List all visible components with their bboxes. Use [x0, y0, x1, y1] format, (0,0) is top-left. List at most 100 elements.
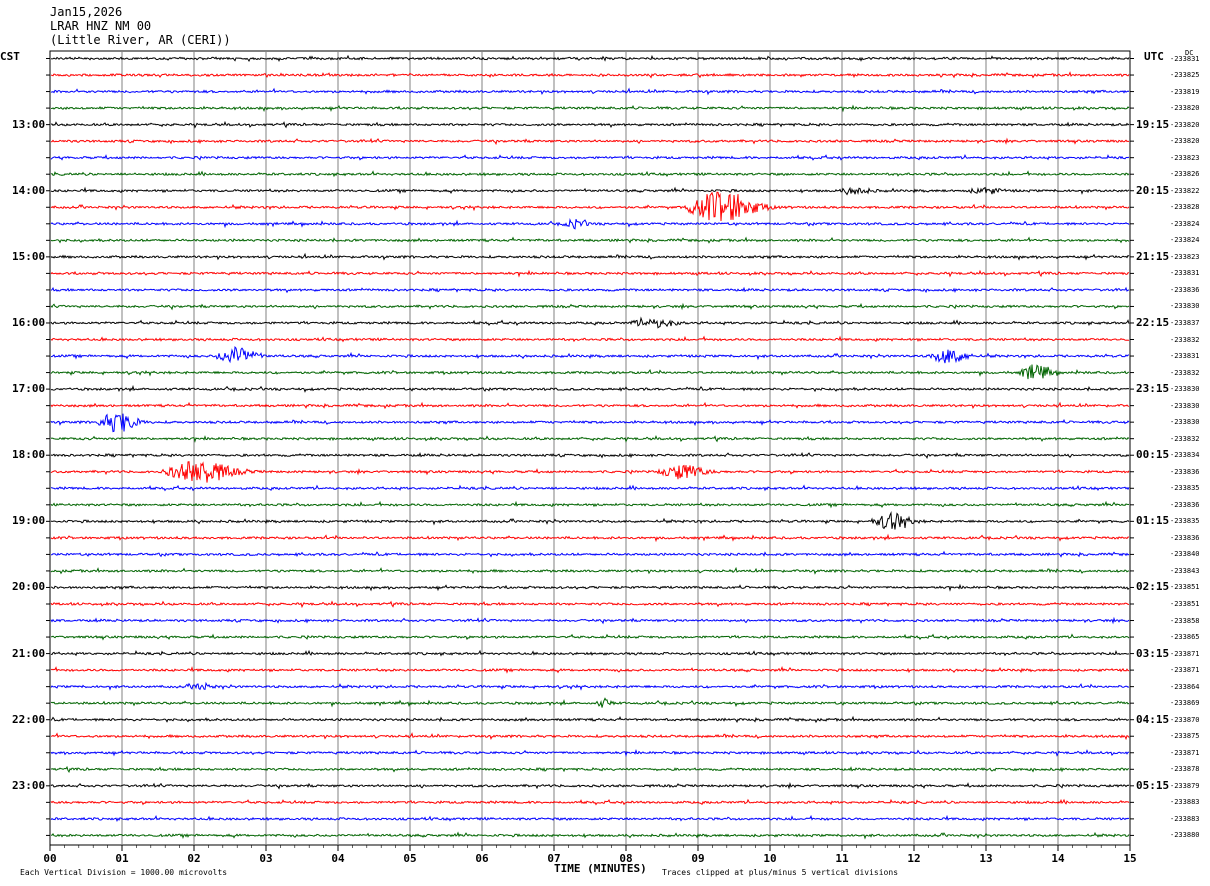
dc-offset-label: -233840	[1170, 550, 1200, 559]
x-tick-label: 13	[979, 852, 993, 865]
seismic-trace	[50, 510, 1130, 530]
hour-label-cst: 16:00	[12, 315, 46, 329]
plot-date: Jan15,2026	[50, 5, 123, 19]
seismic-trace	[50, 484, 1130, 492]
x-tick-label: 07	[547, 852, 561, 865]
seismic-trace	[50, 186, 1130, 196]
dc-offset-label: -233836	[1170, 500, 1200, 509]
seismic-trace	[50, 218, 1130, 230]
seismic-trace	[50, 286, 1129, 294]
seismic-trace	[50, 649, 1130, 657]
dc-offset-label: -233878	[1170, 765, 1200, 774]
dc-offset-label: -233832	[1170, 434, 1200, 443]
station-code: LRAR HNZ NM 00	[50, 19, 152, 33]
dc-offset-label: -233837	[1170, 318, 1200, 327]
seismic-trace	[50, 104, 1130, 113]
seismic-trace	[50, 137, 1130, 146]
dc-offset-label: -233831	[1170, 352, 1200, 361]
seismic-trace	[50, 153, 1130, 161]
dc-offset-label: -233836	[1170, 285, 1200, 294]
dc-offset-label: -233835	[1170, 517, 1200, 526]
x-tick-label: 03	[259, 852, 273, 865]
seismic-trace	[50, 401, 1130, 410]
hour-label-utc: 00:15	[1136, 448, 1170, 462]
dc-offset-label: -233836	[1170, 467, 1200, 476]
right-timezone-label: UTC	[1144, 50, 1164, 63]
seismic-trace	[50, 71, 1130, 79]
dc-offset-label: -233834	[1170, 451, 1200, 460]
dc-offset-label: -233836	[1170, 533, 1200, 542]
seismic-trace	[50, 616, 1130, 625]
dc-label: DC	[1185, 49, 1194, 57]
seismic-trace	[50, 87, 1130, 96]
seismic-trace	[50, 461, 1130, 483]
seismic-trace	[50, 798, 1130, 806]
seismic-trace	[50, 814, 1130, 822]
dc-offset-label: -233830	[1170, 401, 1200, 410]
seismic-trace	[50, 54, 1130, 63]
hour-label-cst: 14:00	[12, 183, 46, 197]
hour-label-cst: 23:00	[12, 778, 46, 792]
dc-offset-label: -233824	[1170, 219, 1200, 228]
clip-note: Traces clipped at plus/minus 5 vertical …	[662, 868, 899, 877]
dc-offset-label: -233820	[1170, 120, 1200, 129]
x-tick-label: 15	[1123, 852, 1137, 865]
dc-offset-label: -233858	[1170, 616, 1200, 625]
hour-label-utc: 20:15	[1136, 183, 1170, 197]
seismic-trace	[50, 666, 1129, 674]
left-timezone-label: CST	[0, 50, 20, 63]
hour-label-cst: 19:00	[12, 514, 46, 528]
seismic-trace	[50, 732, 1130, 741]
seismic-trace	[50, 384, 1130, 393]
seismic-trace	[50, 681, 1130, 691]
seismic-trace	[50, 451, 1130, 460]
seismic-trace	[50, 345, 1130, 364]
seismic-trace	[50, 749, 1129, 758]
dc-offset-label: -233880	[1170, 831, 1200, 840]
hour-label-cst: 18:00	[12, 448, 46, 462]
seismic-trace	[50, 191, 1130, 222]
hour-label-cst: 17:00	[12, 382, 46, 396]
x-tick-label: 14	[1051, 852, 1065, 865]
x-tick-label: 05	[403, 852, 417, 865]
dc-offset-label: -233825	[1170, 71, 1200, 80]
seismic-trace	[50, 435, 1130, 443]
hour-label-utc: 23:15	[1136, 382, 1170, 396]
dc-offset-label: -233830	[1170, 385, 1200, 394]
dc-offset-label: -233832	[1170, 368, 1200, 377]
seismic-trace	[50, 269, 1129, 278]
seismic-trace	[50, 236, 1130, 244]
seismic-trace	[50, 364, 1130, 380]
dc-offset-label: -233828	[1170, 203, 1200, 212]
x-tick-label: 09	[691, 852, 705, 865]
dc-offset-label: -233831	[1170, 54, 1200, 63]
dc-offset-label: -233870	[1170, 715, 1200, 724]
seismic-trace	[50, 600, 1129, 609]
dc-offset-label: -233831	[1170, 269, 1200, 278]
dc-offset-label: -233835	[1170, 484, 1200, 493]
dc-offset-label: -233820	[1170, 137, 1200, 146]
dc-offset-label: -233871	[1170, 649, 1200, 658]
x-tick-label: 04	[331, 852, 345, 865]
seismic-trace	[50, 633, 1130, 641]
dc-offset-label: -233823	[1170, 252, 1200, 261]
x-tick-label: 08	[619, 852, 633, 865]
dc-offset-label: -233869	[1170, 699, 1200, 708]
x-tick-label: 06	[475, 852, 489, 865]
dc-offset-label: -233865	[1170, 633, 1200, 642]
hour-label-utc: 19:15	[1136, 117, 1170, 131]
hour-label-utc: 21:15	[1136, 249, 1170, 263]
seismic-trace	[50, 831, 1130, 840]
seismic-trace	[50, 782, 1130, 790]
dc-offset-label: -233832	[1170, 335, 1200, 344]
dc-offset-label: -233851	[1170, 599, 1200, 608]
dc-offset-label: -233830	[1170, 302, 1200, 311]
seismic-trace	[50, 715, 1130, 724]
dc-offset-label: -233871	[1170, 748, 1200, 757]
dc-offset-label: -233843	[1170, 566, 1200, 575]
x-tick-label: 10	[763, 852, 777, 865]
dc-offset-label: -233830	[1170, 418, 1200, 427]
hour-label-cst: 21:00	[12, 646, 46, 660]
seismic-trace	[50, 335, 1129, 343]
